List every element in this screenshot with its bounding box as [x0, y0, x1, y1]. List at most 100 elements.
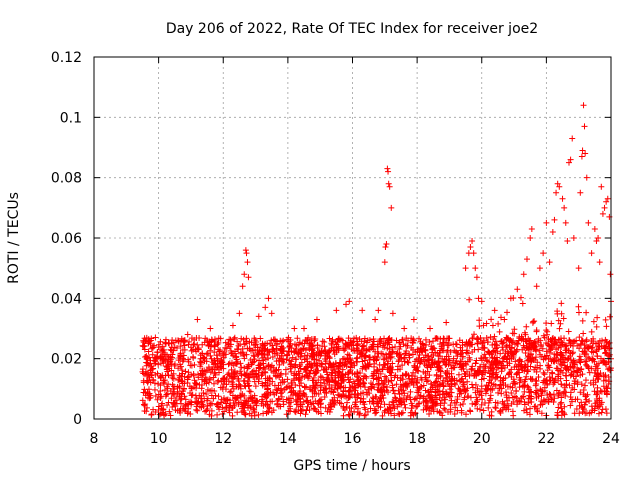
data-point — [222, 344, 229, 351]
data-point — [304, 363, 311, 370]
data-point — [303, 337, 310, 344]
data-point — [262, 346, 269, 353]
data-point — [359, 307, 366, 314]
data-point — [516, 356, 523, 363]
data-point — [158, 374, 165, 381]
data-point — [354, 405, 361, 412]
data-point — [478, 376, 485, 383]
data-point — [510, 337, 517, 344]
data-point — [508, 366, 515, 373]
data-point — [198, 385, 205, 392]
data-point — [594, 390, 601, 397]
data-point — [558, 381, 565, 388]
data-point — [172, 403, 179, 410]
data-point — [312, 368, 319, 375]
data-point — [448, 397, 455, 404]
data-point — [267, 398, 274, 405]
data-point — [185, 358, 192, 365]
data-point — [411, 362, 418, 369]
data-point — [585, 219, 592, 226]
data-point — [213, 352, 220, 359]
data-point — [214, 400, 221, 407]
data-point — [519, 363, 526, 370]
data-point — [381, 409, 388, 416]
data-point — [323, 350, 330, 357]
data-point — [310, 351, 317, 358]
data-point — [519, 300, 526, 307]
data-point — [257, 364, 264, 371]
data-point — [472, 401, 479, 408]
data-point — [198, 393, 205, 400]
y-tick-label: 0.04 — [51, 291, 82, 307]
data-point — [461, 387, 468, 394]
data-point — [339, 362, 346, 369]
data-point — [588, 250, 595, 257]
data-point — [361, 412, 368, 419]
data-point — [548, 338, 555, 345]
data-point — [154, 396, 161, 403]
data-point — [139, 397, 146, 404]
data-point — [426, 391, 433, 398]
data-point — [576, 358, 583, 365]
data-point — [417, 338, 424, 345]
data-point — [342, 371, 349, 378]
data-point — [351, 408, 358, 415]
data-point — [602, 406, 609, 413]
data-point — [321, 380, 328, 387]
data-point — [590, 318, 597, 325]
data-point — [210, 374, 217, 381]
data-point — [598, 409, 605, 416]
data-point — [567, 156, 574, 163]
data-point — [252, 383, 259, 390]
data-point — [297, 401, 304, 408]
data-point — [385, 180, 392, 187]
data-point — [457, 378, 464, 385]
data-point — [221, 395, 228, 402]
data-point — [551, 356, 558, 363]
data-point — [229, 412, 236, 419]
data-point — [500, 339, 507, 346]
data-point — [237, 368, 244, 375]
data-point — [328, 403, 335, 410]
data-point — [409, 402, 416, 409]
data-point — [524, 357, 531, 364]
data-point — [379, 366, 386, 373]
data-point — [397, 343, 404, 350]
data-point — [474, 396, 481, 403]
data-point — [181, 385, 188, 392]
data-point — [283, 411, 290, 418]
data-point — [548, 320, 555, 327]
data-point — [475, 295, 482, 302]
data-point — [145, 362, 152, 369]
data-point — [574, 396, 581, 403]
data-point — [597, 401, 604, 408]
data-point — [567, 356, 574, 363]
data-point — [165, 399, 172, 406]
data-point — [366, 337, 373, 344]
data-point — [385, 410, 392, 417]
data-point — [151, 386, 158, 393]
data-point — [188, 347, 195, 354]
data-point — [162, 351, 169, 358]
data-point — [492, 338, 499, 345]
data-point — [202, 368, 209, 375]
data-point — [598, 183, 605, 190]
data-point — [510, 376, 517, 383]
data-point — [390, 401, 397, 408]
data-point — [562, 372, 569, 379]
data-point — [502, 350, 509, 357]
data-point — [523, 323, 530, 330]
data-point — [545, 362, 552, 369]
data-point — [582, 150, 589, 157]
data-point — [225, 341, 232, 348]
data-point — [216, 406, 223, 413]
data-point — [332, 378, 339, 385]
data-point — [347, 357, 354, 364]
data-point — [171, 344, 178, 351]
data-point — [287, 340, 294, 347]
data-point — [455, 371, 462, 378]
data-point — [413, 403, 420, 410]
data-point — [293, 372, 300, 379]
data-point — [191, 361, 198, 368]
data-point — [566, 382, 573, 389]
